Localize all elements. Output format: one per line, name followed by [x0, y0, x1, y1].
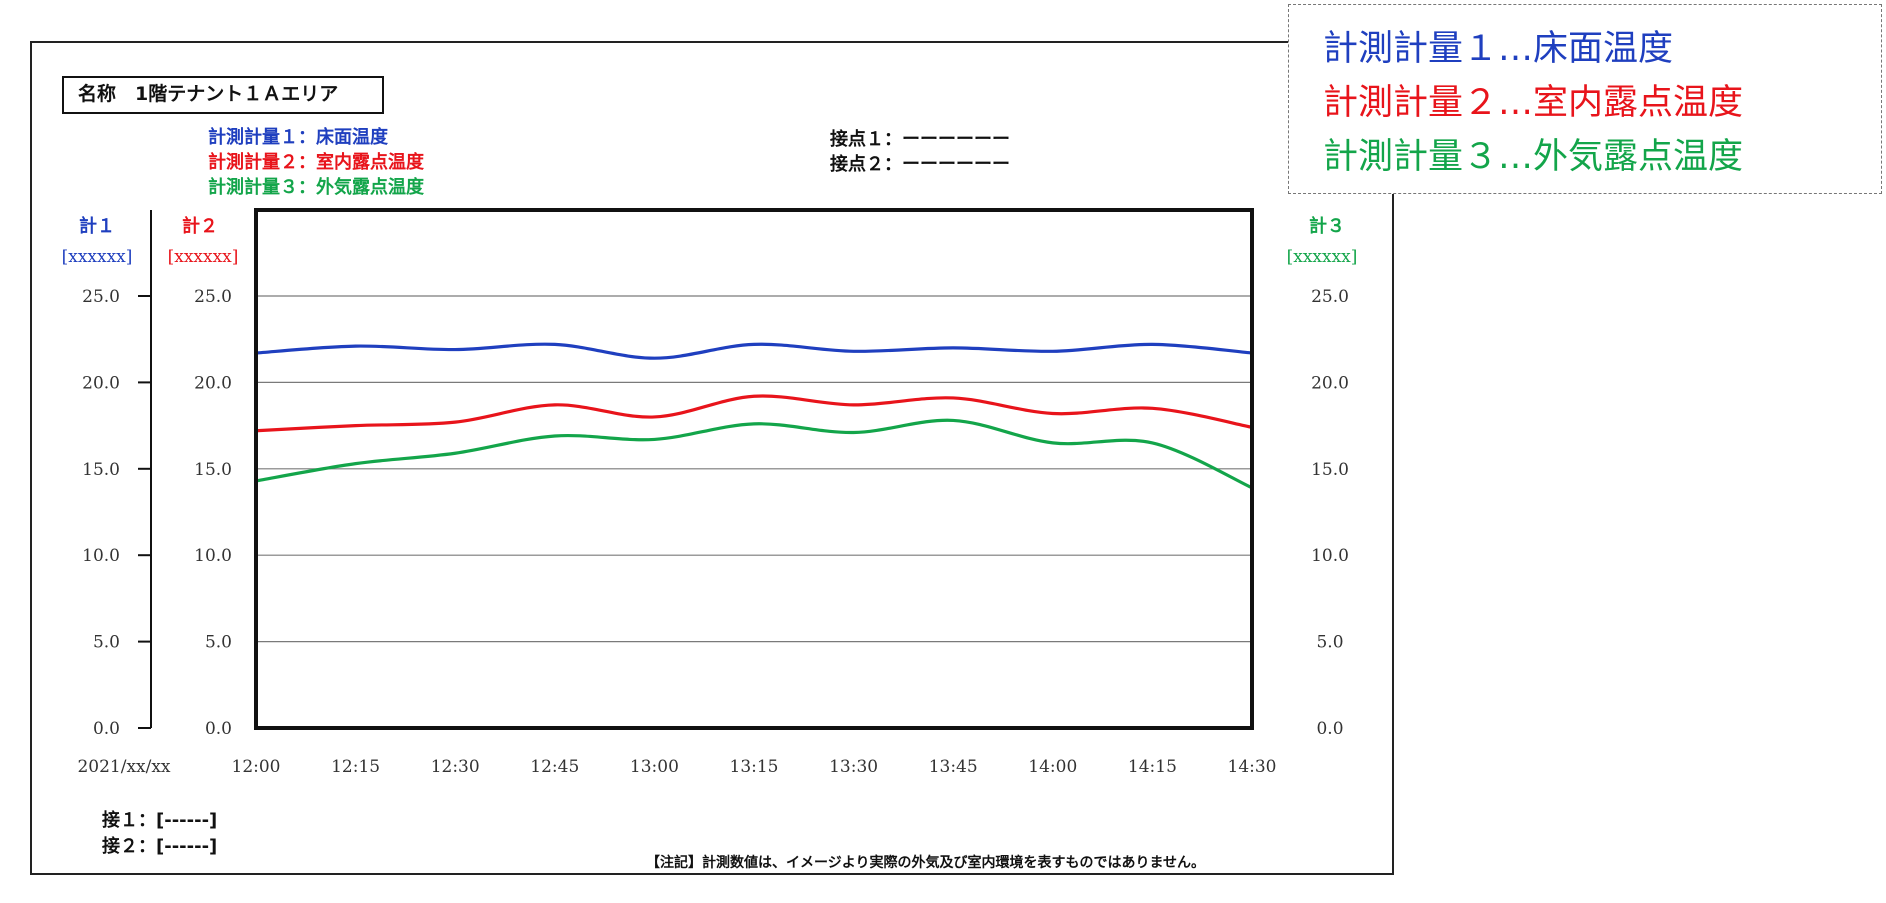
x-tick-label: 13:45: [929, 757, 978, 777]
contact-label-1: 接点１：ーーーーーー: [830, 129, 1010, 150]
axis3-tick-label: 25.0: [1311, 287, 1349, 307]
axis1-tick-label: 25.0: [82, 287, 120, 307]
x-tick-label: 13:00: [630, 757, 679, 777]
x-tick-label: 12:30: [431, 757, 480, 777]
series-line-1: [255, 342, 1253, 360]
measurement-label-1: 計測計量１：床面温度: [208, 127, 388, 148]
axis3-title: 計３: [1309, 215, 1345, 237]
axis2-tick-label: 15.0: [194, 460, 232, 480]
legend-item-1: 計測計量１…床面温度: [1323, 29, 1674, 69]
area-name-label: 名称 1階テナント１Ａエリア: [62, 76, 384, 114]
axis1-tick-label: 15.0: [82, 460, 120, 480]
x-tick-label: 14:00: [1028, 757, 1077, 777]
footnote: 【注記】計測数値は、イメージより実際の外気及び室内環境を表すものではありません。: [646, 855, 1206, 871]
contact-label-2: 接点２：ーーーーーー: [830, 154, 1010, 175]
axis3-tick-label: 0.0: [1316, 719, 1343, 739]
x-tick-label: 14:30: [1228, 757, 1277, 777]
axis2-tick-label: 0.0: [205, 719, 232, 739]
axis3-tick-label: 5.0: [1316, 633, 1343, 653]
axis1-tick-label: 5.0: [93, 633, 120, 653]
x-tick-label: 12:00: [232, 757, 281, 777]
axis2-tick-label: 20.0: [194, 373, 232, 393]
axis3-tick-label: 20.0: [1311, 373, 1349, 393]
axis1-tick-label: 0.0: [93, 719, 120, 739]
x-tick-label: 13:15: [730, 757, 779, 777]
axis1-tick-label: 10.0: [82, 546, 120, 566]
measurement-label-2: 計測計量２：室内露点温度: [208, 152, 424, 173]
axis1-unit: [xxxxxx]: [62, 247, 133, 267]
axis2-title: 計２: [182, 215, 218, 237]
axis2-tick-label: 10.0: [194, 546, 232, 566]
legend-item-3: 計測計量３…外気露点温度: [1323, 137, 1744, 177]
date-label: 2021/xx/xx: [77, 757, 170, 777]
axis1-title: 計１: [79, 215, 115, 237]
measurement-label-3: 計測計量３：外気露点温度: [208, 177, 424, 198]
axis1-tick-label: 20.0: [82, 373, 120, 393]
legend-item-2: 計測計量２…室内露点温度: [1323, 83, 1744, 123]
x-tick-label: 13:30: [829, 757, 878, 777]
chart-frame: [30, 41, 1394, 875]
legend-box: 計測計量１…床面温度 計測計量２…室内露点温度 計測計量３…外気露点温度: [1288, 4, 1882, 194]
x-tick-label: 12:15: [331, 757, 380, 777]
plot-area: [254, 208, 1254, 730]
axis3-tick-label: 15.0: [1311, 460, 1349, 480]
bottom-contact-2: 接２：[------]: [102, 836, 218, 857]
axis2-unit: [xxxxxx]: [168, 247, 239, 267]
axis3-tick-label: 10.0: [1311, 546, 1349, 566]
x-tick-label: 14:15: [1128, 757, 1177, 777]
series-line-2: [255, 394, 1253, 433]
axis2-tick-label: 25.0: [194, 287, 232, 307]
series-line-3: [255, 418, 1253, 490]
x-tick-label: 12:45: [530, 757, 579, 777]
bottom-contact-1: 接１：[------]: [102, 810, 218, 831]
axis3-unit: [xxxxxx]: [1287, 247, 1358, 267]
axis2-tick-label: 5.0: [205, 633, 232, 653]
